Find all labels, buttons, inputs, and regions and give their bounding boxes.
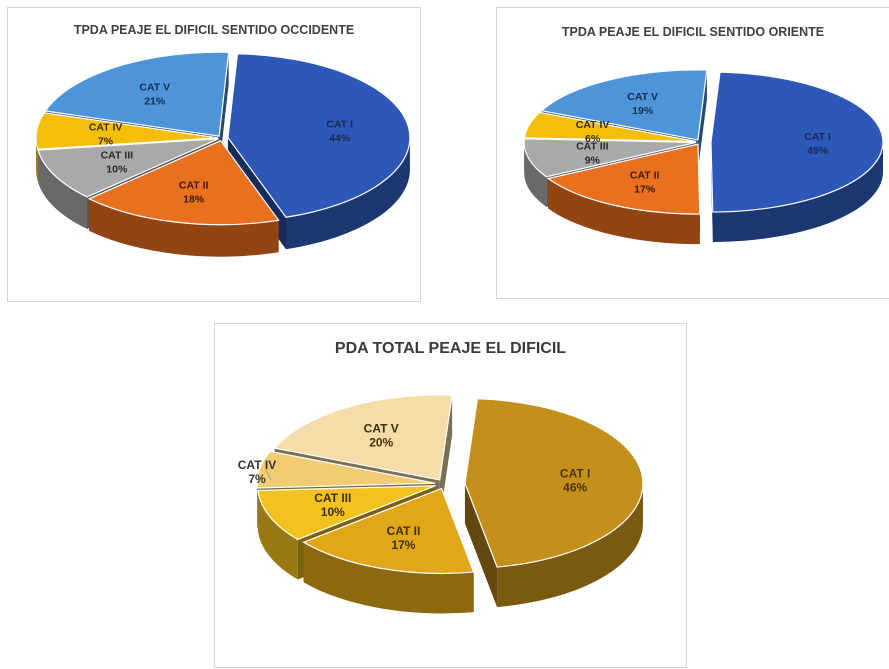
slice-label: CAT III xyxy=(314,491,351,505)
slice-value-label: 18% xyxy=(183,193,205,205)
slice-label: CAT III xyxy=(101,149,134,161)
slice-value-label: 17% xyxy=(634,184,656,196)
slice-value-label: 49% xyxy=(807,145,829,157)
slice-label: CAT IV xyxy=(576,119,610,131)
slice-value-label: 9% xyxy=(585,154,601,166)
slice-label: CAT V xyxy=(139,81,170,93)
slice-label: CAT II xyxy=(179,179,209,191)
slice-label: CAT I xyxy=(326,119,353,131)
chart-occidente: TPDA PEAJE EL DIFICIL SENTIDO OCCIDENTE … xyxy=(7,7,421,302)
slice-value-label: 19% xyxy=(632,105,654,117)
slice-label: CAT II xyxy=(387,524,421,538)
pie-chart-occidente: CAT I 44% CAT II 18% CAT III 10% CAT IV 7% CAT V… xyxy=(8,8,422,303)
slice-value-label: 7% xyxy=(248,472,266,486)
slice-label: CAT V xyxy=(364,421,399,435)
slice-value-label: 17% xyxy=(391,538,415,552)
slice-label: CAT I xyxy=(804,131,831,143)
slice-value-label: 44% xyxy=(329,133,351,145)
slice-label: CAT V xyxy=(627,91,658,103)
slice-value-label: 10% xyxy=(106,163,128,175)
slice-value-label: 46% xyxy=(563,481,587,495)
slice-value-label: 20% xyxy=(369,435,393,449)
pie-slices xyxy=(36,52,410,225)
slice-value-label: 10% xyxy=(321,505,345,519)
slice-label: CAT IV xyxy=(89,121,123,133)
slice-value-label: 6% xyxy=(585,133,601,145)
slice-label: CAT II xyxy=(630,170,660,182)
slice-label: CAT IV xyxy=(238,458,276,472)
chart-oriente: TPDA PEAJE EL DIFICIL SENTIDO ORIENTE CA… xyxy=(496,7,889,299)
slice-value-label: 21% xyxy=(144,95,166,107)
slice-label: CAT I xyxy=(560,467,590,481)
slice-value-label: 7% xyxy=(98,135,114,147)
